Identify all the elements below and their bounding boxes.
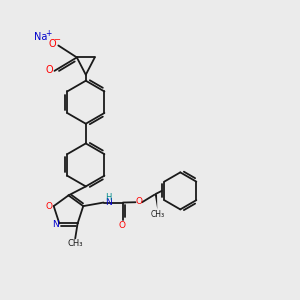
- Text: −: −: [53, 35, 60, 44]
- Polygon shape: [154, 193, 157, 209]
- Text: O: O: [49, 39, 56, 49]
- Text: O: O: [45, 202, 52, 211]
- Text: N: N: [105, 198, 112, 207]
- Text: H: H: [105, 193, 111, 202]
- Text: O: O: [136, 197, 142, 206]
- Text: N: N: [52, 220, 59, 230]
- Text: O: O: [45, 65, 53, 75]
- Text: CH₃: CH₃: [68, 239, 83, 248]
- Text: Na: Na: [34, 32, 47, 41]
- Text: O: O: [119, 221, 126, 230]
- Text: CH₃: CH₃: [151, 210, 165, 219]
- Text: +: +: [46, 29, 52, 38]
